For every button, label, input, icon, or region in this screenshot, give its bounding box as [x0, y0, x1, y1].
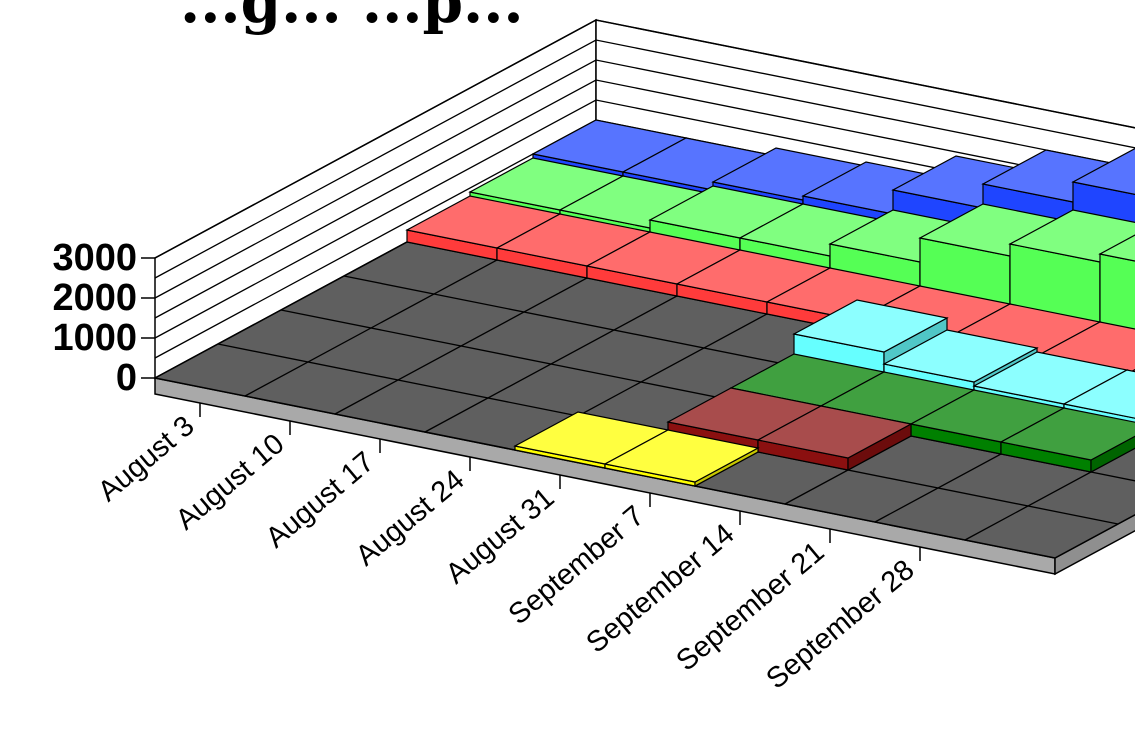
bar	[603, 429, 760, 488]
bar-top	[999, 407, 1135, 461]
wall-gridline	[154, 99, 1135, 339]
bar-top	[1098, 234, 1135, 262]
bar-top	[1062, 369, 1135, 419]
wall-gridline	[154, 79, 1135, 319]
y-tick-label: 3000	[52, 237, 137, 279]
floor-gridline	[964, 447, 1135, 541]
chart-title: ...g... ...p...	[180, 0, 524, 36]
bar-top	[882, 329, 1039, 383]
bar	[999, 407, 1135, 474]
bar-front	[1099, 253, 1135, 342]
wall-gridline	[154, 59, 1135, 299]
bar-top	[792, 299, 949, 353]
bar-top	[1071, 147, 1135, 196]
bar	[756, 405, 913, 472]
wall-gridline	[154, 39, 1135, 279]
bar	[1098, 234, 1135, 342]
floor-side-edge	[1054, 513, 1135, 576]
bar-top	[1008, 209, 1135, 263]
bar-top	[756, 405, 913, 459]
x-tick-label: August 3	[92, 410, 200, 508]
wall-gridline	[154, 19, 1135, 259]
y-tick-label: 0	[116, 357, 137, 399]
bar-top	[603, 429, 760, 483]
bars	[405, 119, 1135, 488]
bar-side	[1090, 435, 1135, 474]
y-tick-label: 2000	[52, 277, 137, 319]
y-tick-label: 1000	[52, 317, 137, 359]
